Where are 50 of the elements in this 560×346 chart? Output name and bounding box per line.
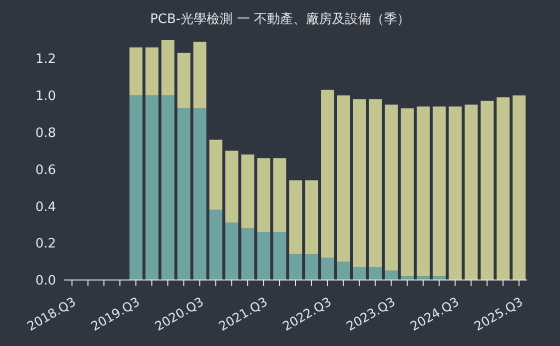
bar bbox=[129, 95, 142, 280]
bar bbox=[321, 258, 334, 280]
bar bbox=[145, 95, 158, 280]
bar bbox=[400, 108, 414, 276]
bar bbox=[193, 42, 206, 108]
bar bbox=[129, 47, 142, 96]
bar bbox=[209, 210, 222, 280]
bar bbox=[305, 180, 318, 254]
bar bbox=[432, 106, 446, 276]
bar bbox=[512, 95, 526, 280]
y-tick-label: 1.0 bbox=[35, 89, 56, 104]
bar bbox=[177, 108, 190, 280]
bar bbox=[145, 47, 158, 96]
bar bbox=[448, 106, 462, 280]
bar bbox=[289, 254, 302, 280]
bar bbox=[225, 150, 238, 223]
bar bbox=[352, 99, 366, 268]
y-tick-label: 0.6 bbox=[35, 162, 56, 178]
bar bbox=[368, 267, 382, 280]
bar bbox=[273, 232, 286, 280]
bar bbox=[193, 108, 206, 280]
bar bbox=[161, 40, 174, 96]
bar bbox=[257, 158, 270, 232]
bar bbox=[209, 140, 222, 210]
bar bbox=[289, 180, 302, 254]
bar bbox=[464, 104, 478, 280]
bar bbox=[384, 104, 398, 271]
bar bbox=[241, 228, 254, 280]
bar bbox=[161, 95, 174, 280]
y-tick-label: 0.2 bbox=[35, 236, 56, 252]
bar bbox=[480, 100, 494, 280]
chart-title: PCB-光學檢測 一 不動產、廠房及設備（季） bbox=[149, 11, 411, 28]
bar bbox=[352, 267, 366, 280]
y-tick-label: 0.0 bbox=[35, 274, 56, 289]
bar bbox=[337, 262, 350, 280]
y-tick-label: 0.8 bbox=[35, 126, 56, 141]
bar bbox=[337, 95, 350, 262]
bar bbox=[416, 106, 430, 276]
bar bbox=[305, 254, 318, 280]
y-tick-label: 0.4 bbox=[35, 200, 56, 215]
bar bbox=[384, 270, 398, 280]
bar bbox=[241, 154, 254, 228]
bar bbox=[321, 90, 334, 258]
bar bbox=[368, 99, 382, 268]
bar bbox=[496, 97, 510, 280]
bar bbox=[273, 158, 286, 232]
bar bbox=[257, 232, 270, 280]
bar bbox=[225, 222, 238, 280]
y-tick-label: 1.2 bbox=[35, 52, 56, 68]
bar bbox=[177, 52, 190, 108]
